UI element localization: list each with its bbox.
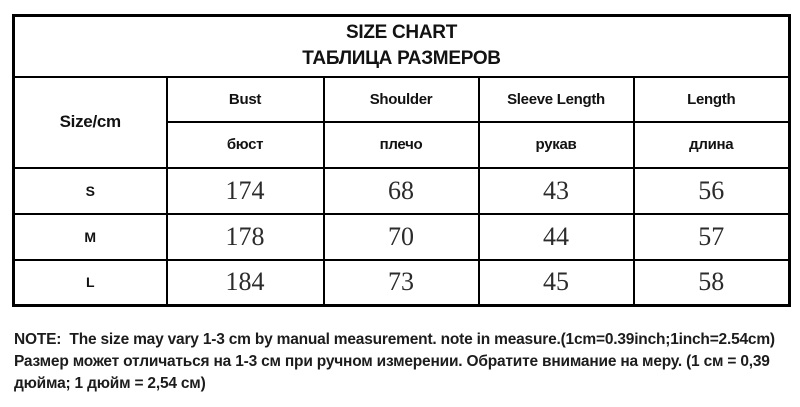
column-header-sleeve-length-en: Sleeve Length xyxy=(477,75,635,123)
table-row-size-s: S 174 68 43 56 xyxy=(12,166,791,215)
table-row-size-m: M 178 70 44 57 xyxy=(12,212,791,261)
title-row: SIZE CHART ТАБЛИЦА РАЗМЕРОВ xyxy=(12,14,791,78)
value-s-shoulder: 68 xyxy=(322,166,480,215)
header-row-en: Size/cm Bust Shoulder Sleeve Length Leng… xyxy=(12,75,791,169)
column-header-sleeve-length-ru: рукав xyxy=(477,120,635,169)
measurement-note-ru: Размер может отличаться на 1-3 см при ру… xyxy=(14,353,774,392)
chart-title-ru: ТАБЛИЦА РАЗМЕРОВ xyxy=(302,48,501,70)
value-l-sleeve-length: 45 xyxy=(477,258,635,307)
header-row-ru: бюст плечо рукав длина xyxy=(14,120,791,169)
column-header-bust-en: Bust xyxy=(165,75,325,123)
value-m-shoulder: 70 xyxy=(322,212,480,261)
size-label-s: S xyxy=(12,166,168,215)
table-row-size-l: L 184 73 45 58 xyxy=(12,258,791,307)
size-label-m: M xyxy=(12,212,168,261)
column-header-shoulder-en: Shoulder xyxy=(322,75,480,123)
value-m-length: 57 xyxy=(632,212,791,261)
value-l-bust: 184 xyxy=(165,258,325,307)
column-header-length-en: Length xyxy=(632,75,791,123)
column-header-length-ru: длина xyxy=(632,120,791,169)
measurement-note: NOTE: The size may vary 1-3 cm by manual… xyxy=(14,329,786,395)
size-label-l: L xyxy=(12,258,168,307)
value-s-bust: 174 xyxy=(165,166,325,215)
value-s-length: 56 xyxy=(632,166,791,215)
column-header-bust-ru: бюст xyxy=(165,120,325,169)
measurement-note-en: NOTE: The size may vary 1-3 cm by manual… xyxy=(14,331,775,348)
size-chart-table: SIZE CHART ТАБЛИЦА РАЗМЕРОВ Size/cm Bust… xyxy=(12,14,792,307)
value-s-sleeve-length: 43 xyxy=(477,166,635,215)
column-header-shoulder-ru: плечо xyxy=(322,120,480,169)
value-m-sleeve-length: 44 xyxy=(477,212,635,261)
value-l-length: 58 xyxy=(632,258,791,307)
chart-title-cell: SIZE CHART ТАБЛИЦА РАЗМЕРОВ xyxy=(12,14,791,78)
value-l-shoulder: 73 xyxy=(322,258,480,307)
size-unit-header: Size/cm xyxy=(12,75,168,169)
chart-title-en: SIZE CHART xyxy=(346,22,458,44)
value-m-bust: 178 xyxy=(165,212,325,261)
